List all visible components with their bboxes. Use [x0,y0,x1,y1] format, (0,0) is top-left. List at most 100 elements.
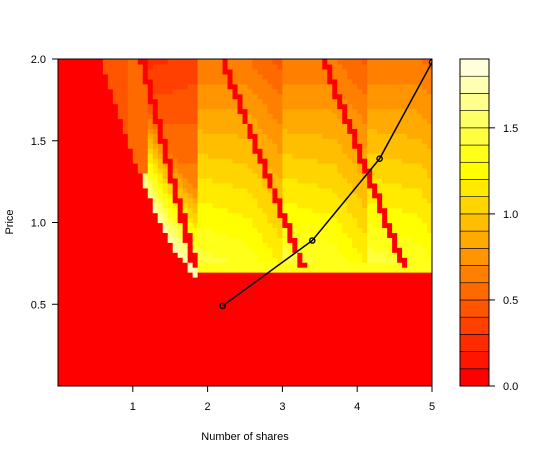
contour-cell [207,232,214,238]
contour-cell [187,123,194,129]
contour-cell [87,321,94,328]
contour-cell [142,237,149,243]
contour-cell [277,212,283,219]
contour-cell [367,381,373,386]
contour-cell [307,291,313,298]
contour-cell [172,133,179,139]
contour-cell [302,177,308,184]
contour-cell [422,63,428,70]
contour-cell [187,336,194,342]
contour-cell [427,153,432,159]
contour-cell [157,296,164,303]
contour-cell [167,63,174,70]
contour-cell [242,222,249,229]
contour-cell [72,277,79,283]
contour-cell [132,73,139,80]
contour-cell [152,351,159,357]
contour-cell [272,192,279,199]
contour-cell [227,63,234,70]
contour-cell [242,207,249,214]
contour-cell [292,123,298,129]
contour-cell [227,366,234,372]
contour-cell [307,158,313,164]
contour-cell [252,73,259,80]
contour-cell [242,301,249,308]
contour-cell [372,118,378,124]
contour-cell [192,227,199,233]
contour-cell [227,281,234,288]
contour-cell [287,291,293,298]
contour-cell [412,336,418,342]
contour-cell [377,93,383,100]
contour-cell [302,207,308,214]
contour-cell [232,306,239,313]
contour-cell [387,133,393,139]
contour-cell [58,163,64,169]
contour-cell [252,301,259,308]
contour-cell [242,83,249,90]
contour-cell [367,202,373,209]
contour-cell [267,187,274,194]
contour-cell [77,286,84,293]
contour-cell [202,366,209,372]
contour-cell [172,371,179,377]
contour-cell [382,311,388,318]
contour-cell [102,153,109,159]
contour-cell [282,321,288,328]
contour-cell [212,306,219,313]
contour-cell [157,286,164,293]
contour-cell [307,63,313,70]
contour-cell [207,113,214,120]
contour-cell [347,212,353,219]
contour-cell [327,177,333,184]
contour-cell [222,247,229,253]
contour-cell [422,232,428,238]
contour-cell [162,177,169,184]
contour-cell [297,267,303,273]
contour-cell [112,88,119,95]
contour-cell [332,306,338,313]
contour-cell [417,212,423,219]
contour-cell [332,247,338,253]
contour-cell [242,113,249,120]
contour-cell [187,148,194,154]
contour-cell [322,366,328,372]
contour-cell [197,207,204,214]
contour-cell [222,192,229,199]
contour-cell [322,212,328,219]
contour-cell [267,83,274,90]
contour-cell [427,83,432,90]
contour-cell [107,341,114,347]
contour-cell [282,306,288,313]
contour-cell [257,257,264,263]
contour-cell [382,172,388,179]
contour-cell [72,182,79,189]
contour-cell [362,371,368,377]
contour-cell [237,197,244,204]
contour-cell [117,133,124,139]
contour-cell [252,356,259,362]
contour-cell [417,346,423,352]
contour-cell [162,187,169,194]
contour-cell [352,163,358,169]
contour-cell [97,381,104,386]
contour-cell [292,341,298,347]
contour-cell [252,78,259,85]
contour-cell [417,237,423,243]
contour-cell [182,291,189,298]
contour-cell [92,326,99,333]
contour-cell [182,351,189,357]
contour-cell [397,242,403,248]
contour-cell [382,326,388,333]
contour-cell [387,281,393,288]
contour-cell [177,286,184,293]
contour-cell [402,83,408,90]
contour-cell [107,68,114,75]
contour-cell [127,108,134,115]
contour-cell [87,306,94,313]
contour-cell [242,158,249,164]
contour-cell [412,371,418,377]
contour-cell [67,153,74,159]
contour-cell [207,59,214,65]
contour-cell [137,326,144,333]
